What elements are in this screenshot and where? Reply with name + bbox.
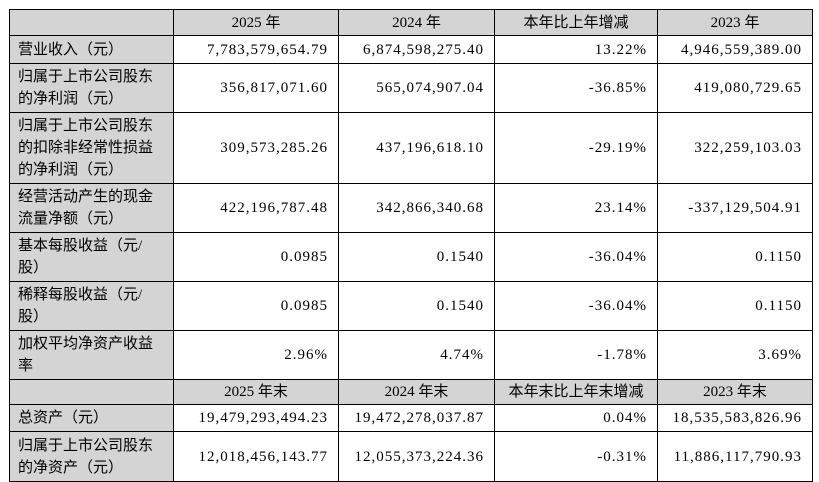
cell-operating-cash-flow-2025: 422,196,787.48: [173, 183, 339, 233]
cell-basic-eps-2024: 0.1540: [338, 232, 495, 282]
row-net-profit-excl-nonrecurring: 归属于上市公司股东的扣除非经常性损益的净利润（元） 309,573,285.26…: [9, 112, 813, 184]
cell-diluted-eps-2025: 0.0985: [173, 281, 339, 331]
cell-weighted-avg-roe-2024: 4.74%: [338, 330, 495, 380]
cell-diluted-eps-yoy: -36.04%: [494, 281, 658, 331]
cell-net-profit-2025: 356,817,071.60: [173, 63, 339, 113]
row-operating-cash-flow: 经营活动产生的现金流量净额（元） 422,196,787.48 342,866,…: [9, 183, 813, 233]
cell-basic-eps-2023: 0.1150: [657, 232, 813, 282]
cell-total-assets-yoy: 0.04%: [494, 404, 658, 432]
corner-cell-blank: [9, 9, 174, 36]
cell-net-assets-2023: 11,886,117,790.93: [657, 431, 813, 482]
row-label-net-profit-excl-nonrecurring: 归属于上市公司股东的扣除非经常性损益的净利润（元）: [9, 112, 174, 184]
cell-weighted-avg-roe-2025: 2.96%: [173, 330, 339, 380]
row-label-basic-eps: 基本每股收益（元/股）: [9, 232, 174, 282]
endperiod-header-row: 2025 年末 2024 年末 本年末比上年末增减 2023 年末: [9, 379, 813, 405]
cell-net-assets-2024: 12,055,373,224.36: [338, 431, 495, 482]
cell-total-assets-2023: 18,535,583,826.96: [657, 404, 813, 432]
col-header-2024: 2024 年: [338, 9, 495, 36]
row-label-operating-revenue: 营业收入（元）: [9, 35, 174, 64]
row-diluted-eps: 稀释每股收益（元/股） 0.0985 0.1540 -36.04% 0.1150: [9, 281, 813, 331]
cell-net-profit-excl-2023: 322,259,103.03: [657, 112, 813, 184]
cell-net-profit-excl-2024: 437,196,618.10: [338, 112, 495, 184]
cell-net-assets-2025: 12,018,456,143.77: [173, 431, 339, 482]
cell-total-assets-2025: 19,479,293,494.23: [173, 404, 339, 432]
col-header-2023: 2023 年: [657, 9, 813, 36]
cell-diluted-eps-2023: 0.1150: [657, 281, 813, 331]
row-label-total-assets: 总资产（元）: [9, 404, 174, 432]
row-label-diluted-eps: 稀释每股收益（元/股）: [9, 281, 174, 331]
row-label-weighted-avg-roe: 加权平均净资产收益率: [9, 330, 174, 380]
col-header-2024-end: 2024 年末: [338, 379, 495, 405]
cell-basic-eps-2025: 0.0985: [173, 232, 339, 282]
financial-summary-table: 2025 年 2024 年 本年比上年增减 2023 年 营业收入（元） 7,7…: [9, 9, 813, 482]
cell-operating-revenue-2025: 7,783,579,654.79: [173, 35, 339, 64]
cell-operating-revenue-2024: 6,874,598,275.40: [338, 35, 495, 64]
cell-operating-cash-flow-yoy: 23.14%: [494, 183, 658, 233]
cell-operating-cash-flow-2023: -337,129,504.91: [657, 183, 813, 233]
col-header-yoy-change: 本年比上年增减: [494, 9, 658, 36]
cell-operating-revenue-yoy: 13.22%: [494, 35, 658, 64]
cell-net-profit-excl-yoy: -29.19%: [494, 112, 658, 184]
cell-basic-eps-yoy: -36.04%: [494, 232, 658, 282]
row-net-assets: 归属于上市公司股东的净资产（元） 12,018,456,143.77 12,05…: [9, 431, 813, 482]
col-header-end-yoy-change: 本年末比上年末增减: [494, 379, 658, 405]
cell-net-profit-2024: 565,074,907.04: [338, 63, 495, 113]
row-net-profit: 归属于上市公司股东的净利润（元） 356,817,071.60 565,074,…: [9, 63, 813, 113]
cell-net-profit-2023: 419,080,729.65: [657, 63, 813, 113]
row-weighted-avg-roe: 加权平均净资产收益率 2.96% 4.74% -1.78% 3.69%: [9, 330, 813, 380]
cell-weighted-avg-roe-2023: 3.69%: [657, 330, 813, 380]
period-header-row: 2025 年 2024 年 本年比上年增减 2023 年: [9, 9, 813, 36]
col-header-2023-end: 2023 年末: [657, 379, 813, 405]
col-header-2025-end: 2025 年末: [173, 379, 339, 405]
cell-operating-revenue-2023: 4,946,559,389.00: [657, 35, 813, 64]
row-label-operating-cash-flow: 经营活动产生的现金流量净额（元）: [9, 183, 174, 233]
row-label-net-assets: 归属于上市公司股东的净资产（元）: [9, 431, 174, 482]
row-label-net-profit: 归属于上市公司股东的净利润（元）: [9, 63, 174, 113]
col-header-2025: 2025 年: [173, 9, 339, 36]
cell-weighted-avg-roe-yoy: -1.78%: [494, 330, 658, 380]
cell-total-assets-2024: 19,472,278,037.87: [338, 404, 495, 432]
cell-net-profit-yoy: -36.85%: [494, 63, 658, 113]
corner-cell-blank-2: [9, 379, 174, 405]
cell-operating-cash-flow-2024: 342,866,340.68: [338, 183, 495, 233]
cell-net-assets-yoy: -0.31%: [494, 431, 658, 482]
cell-net-profit-excl-2025: 309,573,285.26: [173, 112, 339, 184]
row-basic-eps: 基本每股收益（元/股） 0.0985 0.1540 -36.04% 0.1150: [9, 232, 813, 282]
row-total-assets: 总资产（元） 19,479,293,494.23 19,472,278,037.…: [9, 404, 813, 432]
cell-diluted-eps-2024: 0.1540: [338, 281, 495, 331]
row-operating-revenue: 营业收入（元） 7,783,579,654.79 6,874,598,275.4…: [9, 35, 813, 64]
